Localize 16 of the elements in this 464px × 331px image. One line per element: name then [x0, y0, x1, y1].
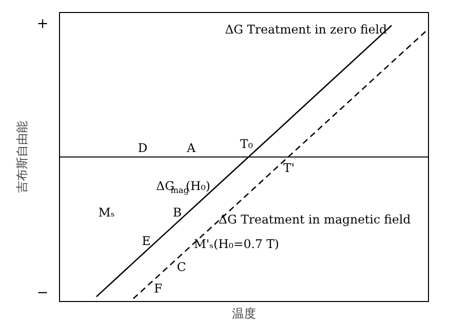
- y-axis-title: 吉布斯自由能: [14, 121, 29, 193]
- annotation: A: [186, 141, 196, 156]
- annotation: ΔG Treatment in zero field: [224, 22, 388, 37]
- text: −: [36, 284, 49, 301]
- annotation: E: [142, 234, 151, 248]
- annotation: T₀: [240, 136, 254, 151]
- annotation: D: [138, 141, 148, 156]
- annotation: M'ₛ(H₀=0.7 T): [194, 236, 280, 251]
- x-axis-title: 温度: [232, 306, 256, 320]
- annotation: ΔG Treatment in magnetic field: [218, 212, 411, 227]
- annotation: B: [172, 205, 182, 220]
- annotation: C: [176, 260, 186, 274]
- text: +: [36, 16, 49, 32]
- annotation: T': [283, 160, 295, 175]
- annotation: F: [154, 281, 162, 296]
- annotation: Mₛ: [98, 205, 115, 220]
